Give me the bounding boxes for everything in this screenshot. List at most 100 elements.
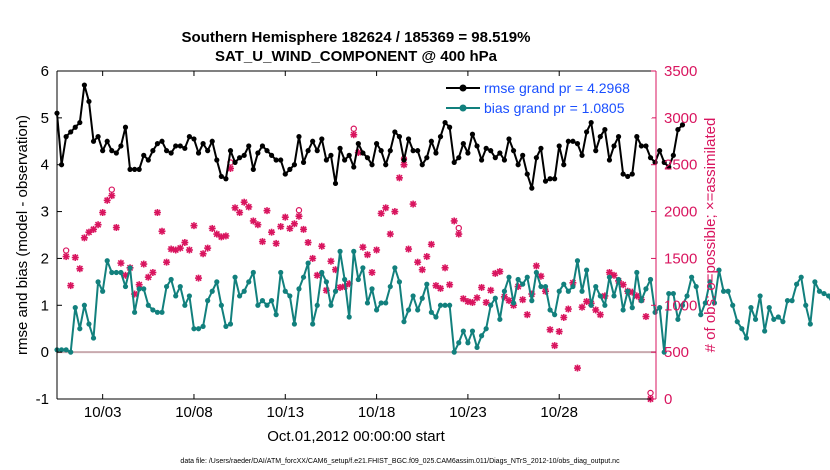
rmse-point <box>100 148 106 154</box>
obs-assimilated-marker <box>117 259 125 267</box>
bias-point <box>154 309 161 315</box>
rmse-point <box>278 157 284 163</box>
obs-assimilated-marker <box>176 244 184 252</box>
rmse-point <box>533 155 539 161</box>
obs-assimilated-marker <box>268 228 276 236</box>
bias-point <box>698 312 704 318</box>
bias-point <box>657 305 663 311</box>
rmse-point <box>90 138 97 144</box>
rmse-point <box>328 152 334 158</box>
rmse-point <box>433 150 439 156</box>
rmse-point <box>255 150 261 156</box>
bias-point <box>625 288 631 294</box>
rmse-point <box>232 159 238 165</box>
bias-point <box>186 293 193 299</box>
obs-assimilated-marker <box>190 222 198 230</box>
rmse-point <box>72 124 78 130</box>
obs-assimilated-marker <box>254 221 262 229</box>
bias-point <box>442 302 448 308</box>
bias-point <box>90 335 97 341</box>
obs-assimilated-marker <box>149 268 157 276</box>
bias-point <box>821 290 827 297</box>
bias-point <box>159 309 165 315</box>
rmse-point <box>675 126 681 133</box>
bias-point <box>328 302 334 308</box>
rmse-point <box>323 157 329 163</box>
bias-point <box>771 316 777 322</box>
rmse-point <box>364 155 371 161</box>
rmse-point <box>109 148 115 154</box>
obs-assimilated-marker <box>295 212 303 220</box>
rmse-point <box>77 119 83 126</box>
bias-point <box>68 349 74 355</box>
bias-point <box>337 248 343 254</box>
obs-assimilated-marker <box>642 313 650 321</box>
bias-point <box>570 283 576 290</box>
rmse-point <box>310 138 316 144</box>
bias-point <box>798 274 804 280</box>
bias-point <box>606 274 613 280</box>
bias-point <box>757 293 763 299</box>
obs-assimilated-marker <box>592 306 600 314</box>
bias-point <box>501 288 508 294</box>
bias-point <box>109 269 115 276</box>
bias-point <box>305 260 311 266</box>
obs-assimilated-marker <box>386 230 394 238</box>
bias-point <box>652 309 658 315</box>
obs-assimilated-marker <box>272 239 280 247</box>
bias-point <box>200 323 206 329</box>
bias-point <box>72 305 78 311</box>
rmse-point <box>584 129 590 135</box>
bias-point <box>579 288 585 294</box>
rmse-point <box>209 138 215 144</box>
bias-point <box>533 269 539 276</box>
obs-assimilated-marker <box>309 254 317 262</box>
obs-assimilated-marker <box>377 209 385 217</box>
obs-assimilated-marker <box>258 238 266 246</box>
bias-point <box>163 283 170 290</box>
rmse-point <box>154 141 161 147</box>
bias-point <box>405 307 412 313</box>
left-y-axis-label: rmse and bias (model - observation) <box>14 115 31 355</box>
obs-assimilated-marker <box>112 224 120 232</box>
obs-assimilated-marker <box>382 204 390 212</box>
obs-assimilated-marker <box>478 283 486 291</box>
x-axis-ticks: 10/03 10/08 10/13 10/18 10/23 10/28 <box>84 71 578 421</box>
rmse-point <box>625 173 631 180</box>
obs-assimilated-marker <box>318 242 326 250</box>
obs-assimilated-marker <box>546 326 554 334</box>
bias-point <box>63 347 69 353</box>
obs-assimilated-marker <box>204 244 212 252</box>
bias-point <box>378 300 384 306</box>
legend-bias-label: bias grand pr = 1.0805 <box>484 100 625 116</box>
rmse-point <box>95 134 101 140</box>
bias-point <box>300 274 307 280</box>
bias-point <box>748 305 754 311</box>
bias-point <box>58 347 65 353</box>
rmse-point <box>515 162 521 168</box>
obs-assimilated-marker <box>181 238 189 246</box>
obs-assimilated-marker <box>103 196 111 204</box>
rmse-point <box>168 150 174 156</box>
bias-point <box>433 314 439 320</box>
rmse-point <box>456 155 462 161</box>
bias-point <box>702 300 708 306</box>
bias-point <box>515 276 521 283</box>
obs-assimilated-marker <box>90 225 98 233</box>
bias-point <box>716 267 722 273</box>
obs-assimilated-marker <box>99 209 107 217</box>
bias-point <box>684 293 690 299</box>
data-file-footer: data file: /Users/raeder/DAI/ATM_forcXX/… <box>180 458 620 465</box>
obs-assimilated-marker <box>245 203 253 211</box>
obs-assimilated-marker <box>464 298 472 306</box>
bias-point <box>647 276 654 283</box>
left-y-tick-label: 5 <box>41 110 49 127</box>
bias-point <box>346 314 352 320</box>
rmse-point <box>556 143 562 149</box>
bias-point <box>113 269 119 276</box>
rmse-point <box>620 171 626 177</box>
bias-point <box>95 279 101 285</box>
bias-point <box>150 307 156 313</box>
bias-point <box>351 248 357 254</box>
bias-point <box>205 298 211 304</box>
